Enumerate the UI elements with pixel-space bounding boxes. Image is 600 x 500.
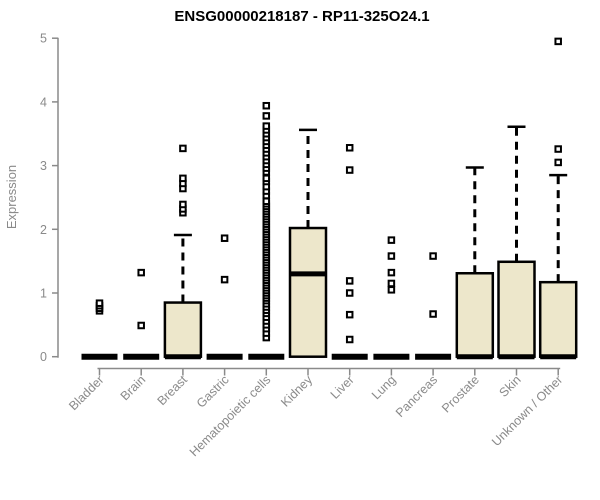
x-tick-label: Brain: [118, 373, 149, 404]
outlier-point: [387, 268, 396, 277]
outlier-point: [387, 286, 396, 294]
outlier-point: [345, 289, 354, 297]
box: [538, 280, 578, 358]
y-tick-label: 4: [40, 95, 47, 109]
y-tick-label: 3: [40, 159, 47, 173]
outlier-point: [345, 335, 354, 344]
x-tick-label: Lung: [369, 373, 399, 403]
outlier-point: [554, 145, 562, 153]
outlier-point: [262, 197, 271, 206]
x-tick-label: Hematopoietic cells: [187, 373, 274, 460]
outlier-point: [137, 268, 145, 277]
y-axis-label: Expression: [4, 165, 19, 229]
outlier-point: [387, 236, 396, 244]
x-tick-label: Pancreas: [393, 373, 440, 420]
y-tick-label: 0: [40, 350, 47, 364]
y-tick-label: 1: [40, 287, 47, 301]
outlier-point: [262, 101, 271, 110]
x-tick-label: Prostate: [439, 373, 482, 416]
outlier-point: [137, 321, 145, 330]
outlier-point: [262, 112, 271, 120]
outlier-point: [179, 144, 187, 153]
outlier-point: [554, 158, 562, 167]
outlier-point: [345, 310, 354, 319]
y-tick-label: 5: [40, 32, 47, 46]
outlier-point: [345, 166, 354, 174]
box: [455, 272, 495, 358]
box: [163, 301, 203, 358]
x-tick-label: Liver: [328, 373, 357, 402]
outlier-point: [387, 279, 396, 288]
x-tick-label: Skin: [497, 373, 524, 400]
x-tick-label: Bladder: [66, 373, 106, 413]
outlier-point: [554, 37, 562, 46]
y-tick-label: 2: [40, 223, 47, 237]
y-axis: 0 1 2 3 4 5: [40, 32, 59, 364]
chart-title: ENSG00000218187 - RP11-325O24.1: [174, 8, 429, 25]
x-tick-label: Gastric: [194, 373, 232, 411]
outlier-point: [262, 122, 271, 130]
outlier-point: [179, 174, 187, 183]
outlier-point: [429, 310, 437, 318]
x-tick-label: Unknown / Other: [489, 373, 565, 449]
outlier-point: [429, 252, 437, 260]
outlier-point: [179, 200, 187, 209]
plot-area: [81, 37, 578, 360]
x-tick-label: Kidney: [278, 372, 315, 409]
outlier-point: [220, 234, 229, 242]
outlier-point: [345, 277, 354, 285]
box: [497, 260, 536, 358]
outlier-point: [262, 174, 271, 183]
outlier-point: [220, 275, 229, 284]
x-tick-label: Breast: [155, 372, 191, 408]
box: [288, 226, 328, 358]
outlier-point: [345, 144, 354, 152]
outlier-point: [387, 252, 396, 260]
outlier-point: [95, 299, 104, 307]
